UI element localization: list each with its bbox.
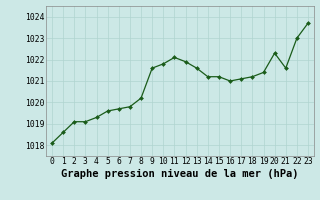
X-axis label: Graphe pression niveau de la mer (hPa): Graphe pression niveau de la mer (hPa) [61, 169, 299, 179]
